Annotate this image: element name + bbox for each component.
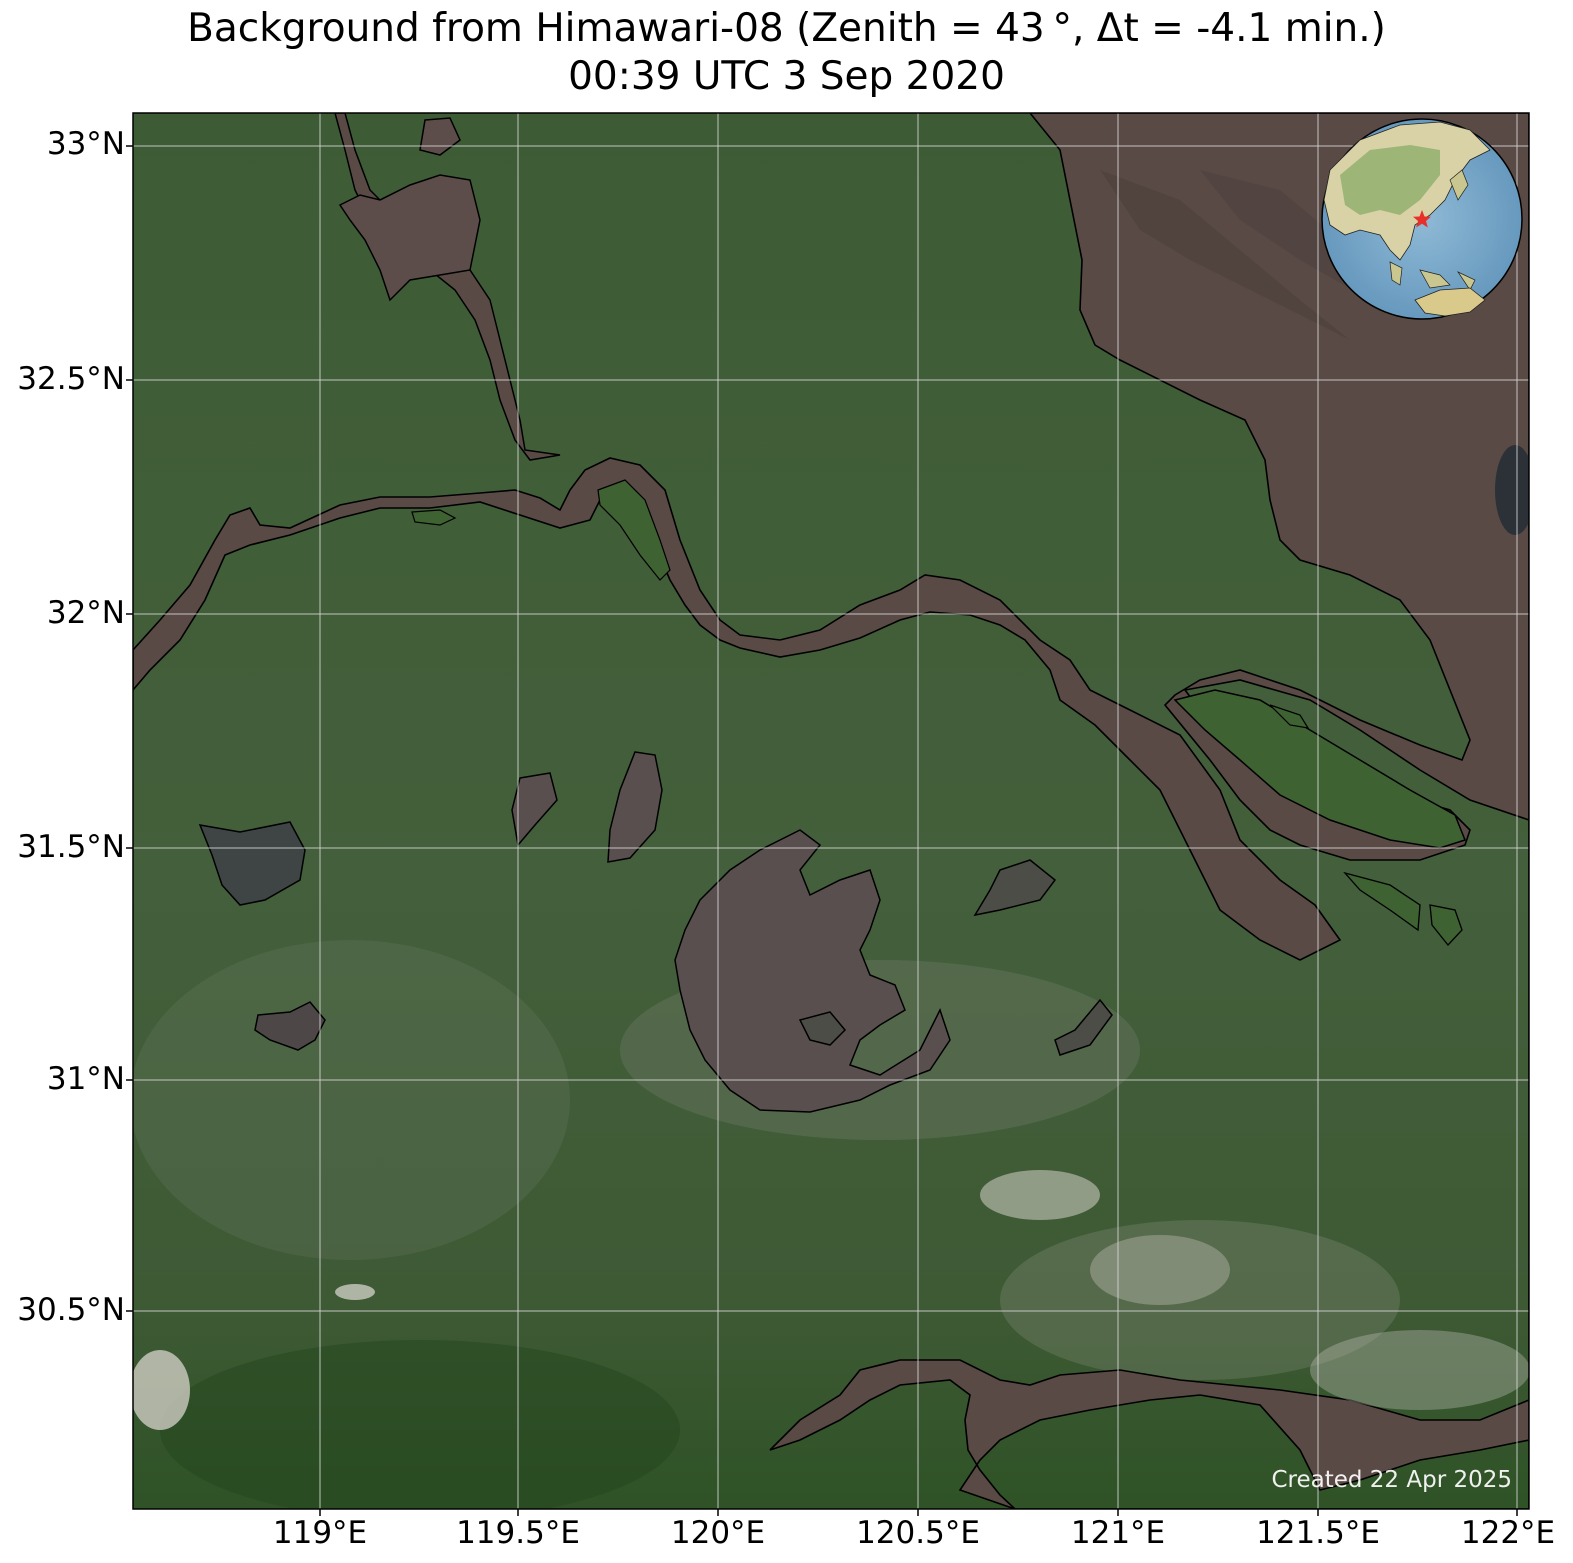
river-island	[411, 509, 457, 526]
lat-label: 33°N	[46, 126, 125, 162]
haze-patch	[1000, 1220, 1400, 1380]
lat-label: 31°N	[46, 1061, 125, 1097]
map-title-line2: 00:39 UTC 3 Sep 2020	[568, 54, 1005, 99]
river-island	[597, 479, 671, 581]
lon-label: 122°E	[1460, 1515, 1556, 1551]
lon-label: 121°E	[1070, 1515, 1166, 1551]
red-star-icon	[1413, 210, 1431, 228]
yangtze-river	[133, 457, 1342, 961]
lon-label: 119°E	[272, 1515, 368, 1551]
lake-dianshan	[1054, 998, 1113, 1056]
sea-sediment	[1100, 170, 1350, 340]
map-title-line1: Background from Himawari-08 (Zenith = 43…	[187, 6, 1386, 51]
cloud-patch	[980, 1170, 1100, 1220]
lat-label: 31.5°N	[17, 829, 125, 865]
dark-forest	[160, 1340, 680, 1509]
lat-label: 32.5°N	[17, 361, 125, 397]
haze-patch	[133, 940, 570, 1260]
lake-small	[798, 1011, 847, 1046]
river-island	[1269, 704, 1310, 729]
lon-label: 120.5°E	[856, 1515, 980, 1551]
lake-north	[338, 174, 481, 302]
lake-shijiu	[198, 821, 306, 906]
lat-label: 32°N	[46, 595, 125, 631]
lon-label: 119.5°E	[456, 1515, 580, 1551]
east-china-sea	[769, 113, 1529, 1509]
lat-label: 30.5°N	[17, 1292, 125, 1328]
lon-gridlines	[319, 113, 1518, 1509]
cloud-patch	[133, 1350, 190, 1430]
map-frame	[132, 112, 1530, 1510]
cloud-patch	[1090, 1235, 1230, 1305]
dark-cloud	[1495, 445, 1529, 535]
lake-changdang	[511, 772, 558, 847]
axis-ticks	[126, 145, 1518, 1516]
globe-land-asia-green	[1340, 145, 1440, 215]
sandbar	[1343, 871, 1421, 932]
lake-gucheng	[254, 1001, 326, 1051]
sandbar	[1429, 904, 1463, 946]
globe-land-australia	[1414, 287, 1486, 317]
lon-label: 120°E	[670, 1515, 766, 1551]
cloud-patch	[335, 1284, 375, 1300]
lat-gridlines	[133, 145, 1529, 1312]
lon-label: 121.5°E	[1256, 1515, 1380, 1551]
globe-land-sea-asia	[1389, 261, 1476, 291]
inset-globe	[1321, 118, 1523, 320]
credit-text: Created 22 Apr 2025	[1271, 1467, 1512, 1493]
lake-gehu	[607, 751, 663, 863]
lake-yangcheng	[973, 859, 1057, 917]
cloud-patch	[1310, 1330, 1529, 1410]
globe-land-japan	[1449, 169, 1469, 201]
